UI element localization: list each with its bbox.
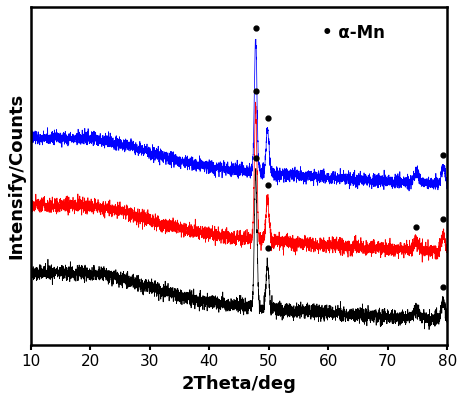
- Text: • α-Mn: • α-Mn: [322, 24, 384, 42]
- Y-axis label: Intensify/Counts: Intensify/Counts: [7, 93, 25, 259]
- X-axis label: 2Theta/deg: 2Theta/deg: [181, 375, 296, 393]
